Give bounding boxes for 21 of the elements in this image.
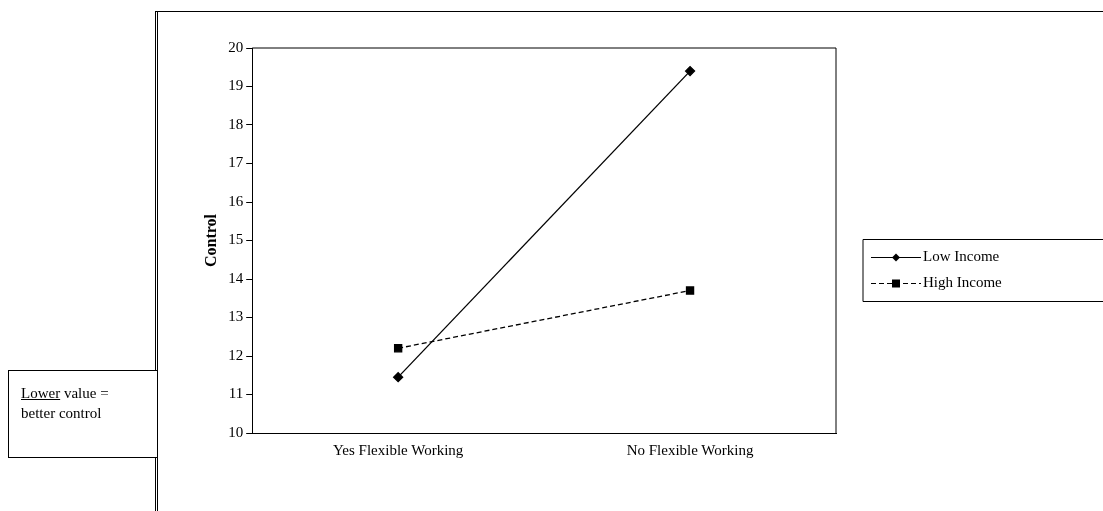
legend-label: High Income bbox=[923, 274, 1003, 291]
y-tick-label: 19 bbox=[228, 77, 244, 94]
x-tick-label: Yes Flexible Working bbox=[332, 441, 464, 458]
y-tick-label: 20 bbox=[228, 38, 244, 55]
y-tick-label: 10 bbox=[228, 423, 244, 440]
point bbox=[685, 286, 695, 295]
y-tick-label: 18 bbox=[228, 115, 244, 132]
y-axis-title: Control bbox=[201, 213, 219, 268]
y-tick-label: 12 bbox=[228, 346, 244, 363]
y-tick-label: 14 bbox=[228, 269, 244, 286]
y-tick-label: 13 bbox=[228, 308, 244, 325]
y-tick-label: 15 bbox=[228, 231, 244, 248]
legend-label: Low Income bbox=[923, 248, 1000, 265]
point bbox=[393, 372, 404, 383]
text: Lower value = better control bbox=[8, 370, 158, 458]
y-tick-label: 16 bbox=[228, 192, 244, 209]
point bbox=[393, 344, 403, 353]
y-tick-label: 17 bbox=[228, 154, 244, 171]
y-tick-label: 11 bbox=[228, 385, 244, 402]
point bbox=[684, 65, 696, 77]
x-tick-label: No Flexible Working bbox=[626, 441, 754, 458]
